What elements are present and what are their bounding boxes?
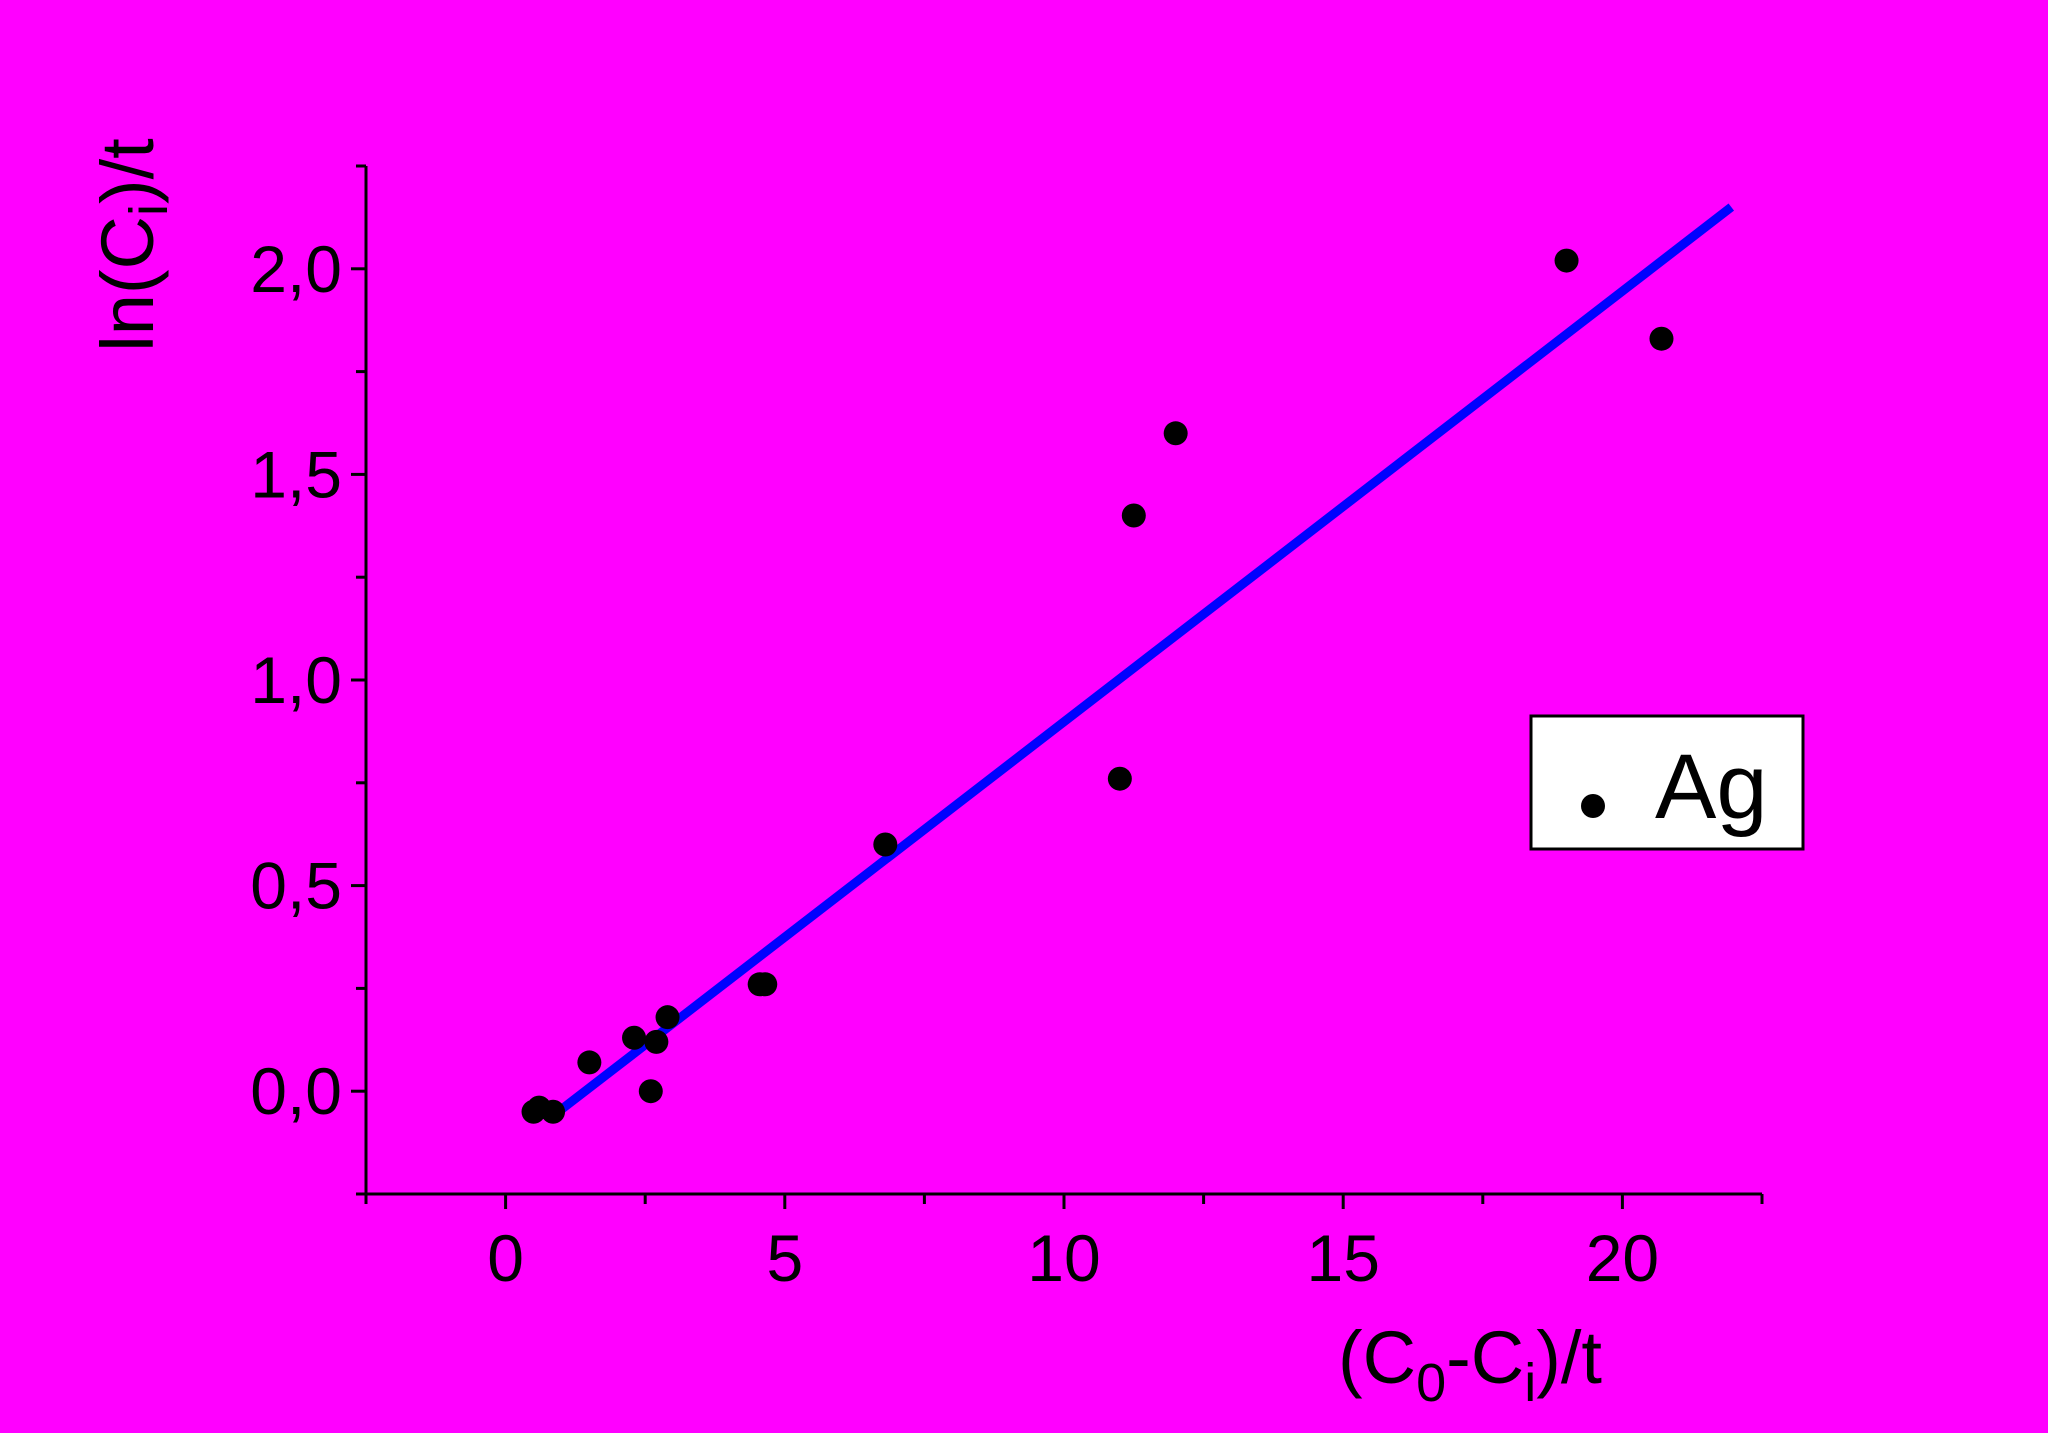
fit-line-group	[550, 203, 1735, 1120]
data-points	[521, 248, 1674, 1124]
y-tick-label: 0,0	[250, 1054, 342, 1128]
data-point	[1121, 503, 1146, 528]
y-tick-label: 2,0	[250, 232, 342, 306]
axis-ticks: 0 5 10 15 20 0,0 0,5 1,0 1,5 2,0	[250, 164, 1764, 1295]
legend-marker	[1581, 794, 1605, 818]
data-point	[873, 832, 898, 857]
data-point	[541, 1099, 566, 1124]
data-point	[622, 1025, 647, 1050]
data-point	[655, 1005, 680, 1030]
data-point	[1554, 248, 1579, 273]
data-point	[644, 1029, 669, 1054]
data-point	[1107, 766, 1132, 791]
y-tick-label: 1,0	[250, 643, 342, 717]
data-point	[638, 1079, 663, 1104]
x-tick-label: 0	[487, 1221, 524, 1295]
x-tick-label: 20	[1586, 1221, 1659, 1295]
data-point	[577, 1050, 602, 1075]
x-axis-label: (C0-Ci)/t	[1338, 1316, 1602, 1413]
data-point	[1163, 421, 1188, 446]
x-tick-label: 10	[1027, 1221, 1100, 1295]
y-tick-label: 0,5	[250, 849, 342, 923]
legend-box	[1529, 714, 1805, 851]
x-tick-label: 15	[1306, 1221, 1379, 1295]
x-tick-label: 5	[766, 1221, 803, 1295]
legend: Ag	[1529, 714, 1805, 851]
data-point	[1649, 326, 1674, 351]
legend-label-ag: Ag	[1655, 736, 1768, 838]
data-point	[753, 972, 778, 997]
y-tick-label: 1,5	[250, 437, 342, 511]
axes	[364, 166, 1762, 1196]
fit-line	[550, 203, 1735, 1120]
y-axis-label: ln(Ci)/t	[86, 138, 179, 352]
